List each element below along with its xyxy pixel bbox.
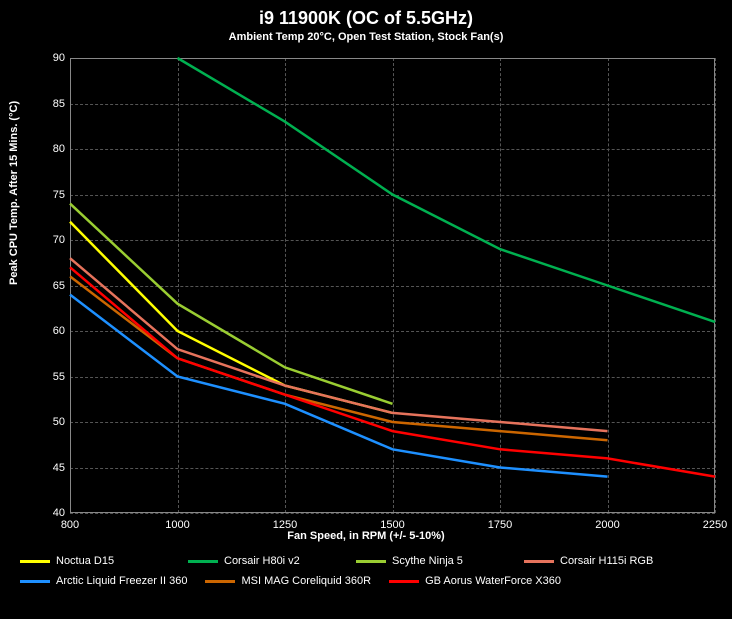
chart-title: i9 11900K (OC of 5.5GHz) (0, 0, 732, 29)
series-line (70, 276, 608, 440)
legend-item: GB Aorus WaterForce X360 (389, 575, 561, 587)
series-line (70, 258, 608, 431)
legend-item: Noctua D15 (20, 555, 170, 567)
ytick-label: 75 (40, 189, 65, 201)
series-line (70, 222, 393, 413)
line-series-svg (70, 58, 715, 513)
legend-label: Scythe Ninja 5 (392, 555, 463, 567)
legend-item: Corsair H115i RGB (524, 555, 674, 567)
series-line (70, 267, 715, 476)
ytick-label: 85 (40, 98, 65, 110)
legend-label: Corsair H115i RGB (560, 555, 653, 567)
legend-label: Arctic Liquid Freezer II 360 (56, 575, 187, 587)
plot-area: 4045505560657075808590800100012501500175… (70, 58, 715, 513)
legend-swatch (205, 580, 235, 583)
ytick-label: 50 (40, 416, 65, 428)
legend-swatch (188, 560, 218, 563)
legend-swatch (356, 560, 386, 563)
chart-container: i9 11900K (OC of 5.5GHz) Ambient Temp 20… (0, 0, 732, 619)
legend-item: Scythe Ninja 5 (356, 555, 506, 567)
legend-swatch (524, 560, 554, 563)
gridline-h (70, 513, 715, 514)
legend-item: MSI MAG Coreliquid 360R (205, 575, 371, 587)
legend-item: Corsair H80i v2 (188, 555, 338, 567)
ytick-label: 70 (40, 234, 65, 246)
gridline-v (715, 58, 716, 513)
ytick-label: 60 (40, 325, 65, 337)
chart-subtitle: Ambient Temp 20°C, Open Test Station, St… (0, 29, 732, 43)
legend-label: Noctua D15 (56, 555, 114, 567)
ytick-label: 80 (40, 143, 65, 155)
ytick-label: 65 (40, 280, 65, 292)
ytick-label: 55 (40, 371, 65, 383)
legend-label: GB Aorus WaterForce X360 (425, 575, 561, 587)
legend-swatch (389, 580, 419, 583)
legend-label: MSI MAG Coreliquid 360R (241, 575, 371, 587)
y-axis-label: Peak CPU Temp. After 15 Mins. (°C) (8, 101, 20, 285)
legend: Noctua D15 Corsair H80i v2 Scythe Ninja 5 C… (20, 555, 720, 595)
legend-swatch (20, 580, 50, 583)
ytick-label: 40 (40, 507, 65, 519)
legend-swatch (20, 560, 50, 563)
legend-item: Arctic Liquid Freezer II 360 (20, 575, 187, 587)
legend-label: Corsair H80i v2 (224, 555, 300, 567)
x-axis-label: Fan Speed, in RPM (+/- 5-10%) (0, 530, 732, 542)
series-line (178, 58, 716, 322)
ytick-label: 90 (40, 52, 65, 64)
ytick-label: 45 (40, 462, 65, 474)
series-line (70, 204, 393, 404)
